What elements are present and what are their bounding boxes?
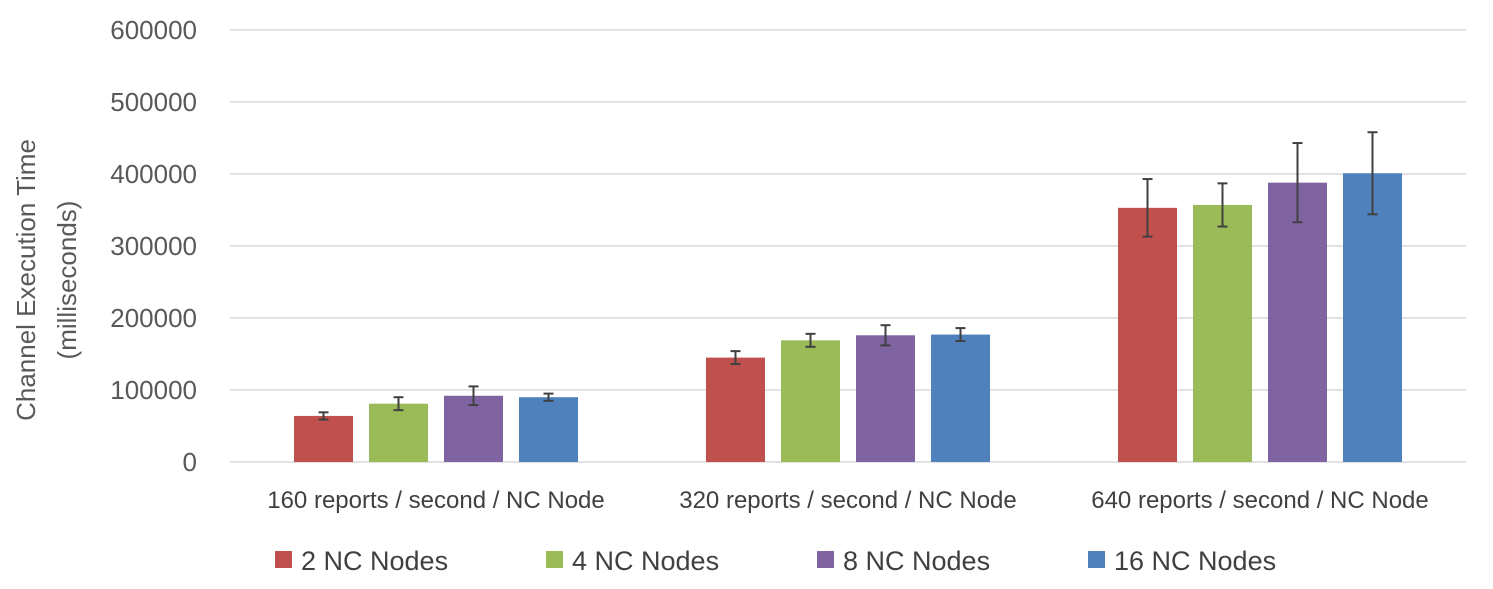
bar <box>931 334 990 462</box>
legend-swatch <box>275 551 292 568</box>
y-tick-label: 400000 <box>110 159 197 189</box>
error-bar <box>318 411 329 421</box>
bar <box>1193 204 1252 462</box>
bar <box>444 395 503 462</box>
x-category-label: 320 reports / second / NC Node <box>679 487 1017 514</box>
gridlines <box>230 29 1466 463</box>
error-bar <box>1292 142 1303 224</box>
legend-item: 4 NC Nodes <box>546 546 719 576</box>
bar <box>1268 182 1327 462</box>
bar <box>369 403 428 462</box>
bar <box>1118 207 1177 462</box>
x-category-label: 160 reports / second / NC Node <box>267 487 605 514</box>
x-category-label: 640 reports / second / NC Node <box>1091 487 1429 514</box>
y-tick-label: 300000 <box>110 231 197 261</box>
legend-label: 16 NC Nodes <box>1114 546 1276 576</box>
bar <box>294 415 353 462</box>
bar <box>519 397 578 462</box>
legend-label: 8 NC Nodes <box>843 546 990 576</box>
error-bar <box>955 327 966 343</box>
legend-swatch <box>546 551 563 568</box>
y-tick-label: 600000 <box>110 15 197 45</box>
y-axis-title: Channel Execution Time (milliseconds) <box>11 139 82 421</box>
error-bar <box>730 350 741 366</box>
error-bar <box>880 324 891 347</box>
bar <box>706 357 765 462</box>
legend-swatch <box>817 551 834 568</box>
y-axis-title-line2: (milliseconds) <box>52 201 82 360</box>
y-tick-label: 100000 <box>110 375 197 405</box>
error-bar <box>805 332 816 348</box>
error-bar <box>543 392 554 402</box>
bar <box>781 340 840 462</box>
legend-label: 2 NC Nodes <box>301 546 448 576</box>
error-bar <box>393 396 404 412</box>
y-tick-label: 500000 <box>110 87 197 117</box>
bars <box>294 173 1402 462</box>
legend-item: 2 NC Nodes <box>275 546 448 576</box>
error-bar <box>468 385 479 407</box>
legend: 2 NC Nodes 4 NC Nodes 8 NC Nodes 16 NC Node… <box>275 546 1276 576</box>
bar <box>856 335 915 462</box>
y-tick-label: 200000 <box>110 303 197 333</box>
legend-item: 8 NC Nodes <box>817 546 990 576</box>
y-tick-label: 0 <box>183 447 197 477</box>
error-bar <box>1142 178 1153 238</box>
x-axis-categories: 160 reports / second / NC Node 320 report… <box>267 487 1429 514</box>
error-bars <box>318 131 1378 421</box>
y-axis-ticks: 0 100000 200000 300000 400000 500000 600000 <box>110 15 197 477</box>
y-axis-title-line1: Channel Execution Time <box>11 139 41 421</box>
bar <box>1343 173 1402 462</box>
legend-swatch <box>1088 551 1105 568</box>
legend-label: 4 NC Nodes <box>572 546 719 576</box>
error-bar <box>1217 182 1228 228</box>
legend-item: 16 NC Nodes <box>1088 546 1276 576</box>
error-bar <box>1367 131 1378 216</box>
